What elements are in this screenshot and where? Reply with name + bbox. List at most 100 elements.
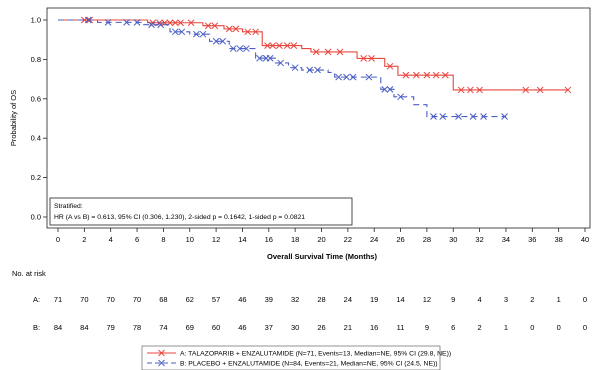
censor-stroke (368, 55, 375, 62)
censor-mark-a (432, 71, 440, 79)
censor-stroke (157, 21, 165, 29)
censor-stroke (204, 22, 212, 30)
risk-value: 19 (370, 295, 378, 304)
censor-mark-a (336, 48, 344, 56)
risk-value: 9 (425, 323, 429, 332)
censor-stroke (381, 85, 389, 93)
censor-mark-a (536, 86, 544, 94)
censor-mark-b (199, 30, 207, 38)
risk-value: 60 (212, 323, 220, 332)
censor-stroke (192, 30, 200, 38)
series-line-b (58, 19, 506, 118)
risk-value: 46 (238, 323, 246, 332)
risk-value: 70 (133, 295, 141, 304)
censor-mark-b (104, 19, 112, 26)
censor-stroke (104, 19, 112, 26)
y-axis-ticks: 0.0 0.2 0.4 0.6 0.8 1.0 (31, 16, 47, 222)
risk-value: 0 (530, 323, 534, 332)
censor-stroke (432, 71, 440, 79)
censor-mark-b (430, 113, 437, 120)
censor-mark-b (192, 30, 200, 38)
censor-mark-b (397, 93, 404, 101)
censor-mark-b (266, 54, 274, 62)
censor-stroke (148, 21, 155, 29)
y-tick-label: 0.8 (31, 55, 41, 64)
series-layer (58, 16, 572, 120)
risk-value: 16 (370, 323, 378, 332)
censor-mark-a (312, 48, 320, 56)
risk-value: 69 (186, 323, 194, 332)
censor-stroke (84, 16, 92, 24)
censor-mark-b (314, 66, 321, 74)
censor-stroke (336, 48, 344, 56)
censor-mark-b (386, 85, 394, 93)
censor-mark-a (269, 42, 277, 49)
censor-mark-b (469, 113, 477, 120)
legend-swatch-mark (158, 349, 165, 357)
censor-mark-a (244, 28, 252, 36)
x-tick-label: 14 (238, 235, 246, 244)
risk-value: 70 (107, 295, 115, 304)
risk-value: 78 (133, 323, 141, 332)
censor-stroke (177, 19, 184, 27)
censor-mark-b (148, 21, 155, 29)
censor-stroke (455, 113, 462, 120)
censor-stroke (343, 73, 350, 81)
censor-stroke (423, 71, 431, 79)
risk-value: 57 (212, 295, 220, 304)
risk-value: 79 (107, 323, 115, 332)
censor-mark-a (476, 86, 483, 94)
censor-mark-b (157, 21, 165, 29)
censor-stroke (441, 71, 449, 79)
risk-value: 1 (504, 323, 508, 332)
censor-mark-a (324, 48, 332, 56)
censor-stroke (243, 45, 250, 52)
risk-value: 9 (451, 295, 455, 304)
censor-stroke (522, 86, 530, 94)
x-tick-label: 18 (291, 235, 299, 244)
legend: A: TALAZOPARIB + ENZALUTAMIDE (N=71, Eve… (147, 349, 451, 368)
censor-stroke (187, 19, 195, 27)
censor-stroke (430, 113, 437, 120)
censor-stroke (476, 86, 483, 94)
censor-mark-b (365, 73, 373, 81)
censor-stroke (277, 59, 285, 67)
x-tick-label: 32 (475, 235, 483, 244)
y-tick-label: 0.0 (31, 213, 41, 222)
censor-mark-b (335, 73, 342, 81)
x-tick-label: 40 (581, 235, 589, 244)
censor-stroke (232, 25, 240, 33)
censor-stroke (469, 113, 477, 120)
risk-row-label: A: (33, 295, 40, 304)
censor-mark-b (480, 113, 487, 120)
censor-stroke (178, 28, 186, 36)
censor-stroke (212, 37, 220, 45)
censor-mark-a (360, 55, 368, 62)
risk-value: 14 (396, 295, 404, 304)
censor-mark-a (283, 42, 291, 49)
risk-value: 62 (186, 295, 194, 304)
legend-label-b: B: PLACEBO + ENZALUTAMIDE (N=84, Events=… (180, 361, 438, 368)
censor-stroke (480, 113, 487, 120)
censor-stroke (199, 30, 207, 38)
x-tick-label: 22 (344, 235, 352, 244)
censor-stroke (252, 28, 259, 36)
risk-table: A: 71 70 70 70 68 62 57 46 39 32 28 24 19 14 12 9 4 3 2 1 0B:… (33, 295, 587, 332)
risk-value: 71 (54, 295, 62, 304)
censor-mark-b (455, 113, 462, 120)
censor-stroke (275, 42, 283, 49)
x-tick-label: 4 (109, 235, 113, 244)
risk-value: 28 (317, 295, 325, 304)
censor-stroke (335, 73, 342, 81)
risk-value: 26 (317, 323, 325, 332)
series-line-a (58, 19, 568, 91)
censor-mark-b (381, 85, 389, 93)
risk-value: 1 (557, 295, 561, 304)
risk-value: 84 (54, 323, 62, 332)
risk-value: 32 (291, 295, 299, 304)
censor-mark-b (123, 19, 130, 26)
censor-stroke (219, 37, 227, 45)
y-tick-label: 0.6 (31, 94, 41, 103)
risk-value: 46 (238, 295, 246, 304)
censor-mark-b (343, 73, 350, 81)
